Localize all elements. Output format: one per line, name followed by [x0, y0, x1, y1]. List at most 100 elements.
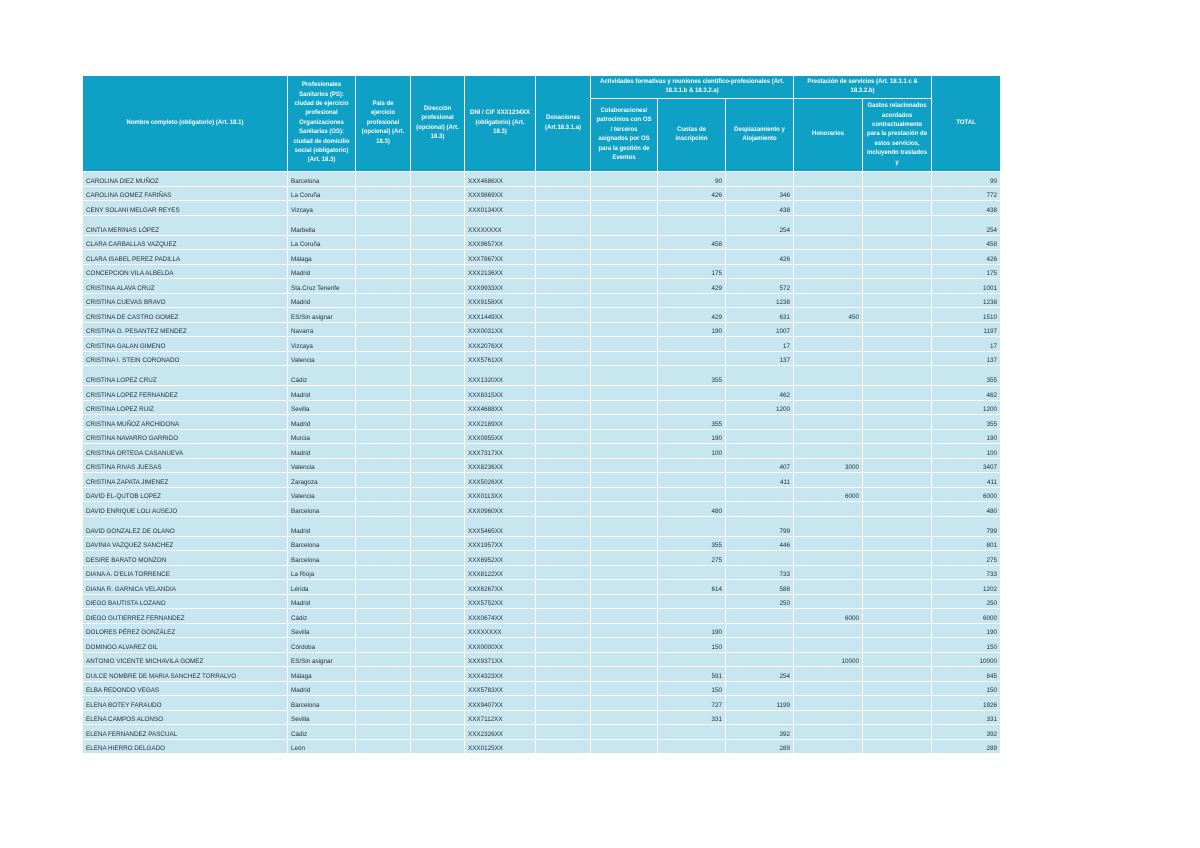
table-cell	[410, 307, 465, 323]
table-cell	[862, 564, 933, 580]
table-cell: Marbella	[287, 214, 356, 236]
table-cell	[862, 501, 933, 517]
table-cell: 462	[724, 385, 795, 401]
table-cell: CLARA CARBALLAS VAZQUEZ	[82, 234, 288, 250]
table-cell	[862, 365, 933, 386]
group-header: Prestación de servicios (Art. 18.3.1.c &…	[793, 74, 933, 100]
table-cell: 355	[657, 535, 726, 551]
table-cell	[535, 486, 591, 502]
table-cell	[535, 535, 591, 551]
table-cell: 480	[931, 501, 1002, 517]
table-cell	[410, 579, 465, 595]
table-cell	[355, 443, 411, 459]
table-cell: XXX5783XX	[464, 680, 536, 696]
table-cell: 392	[724, 724, 795, 740]
table-cell	[535, 515, 591, 537]
table-cell	[355, 680, 411, 696]
table-cell	[862, 593, 933, 609]
table-cell	[355, 457, 411, 473]
table-row: DAVID ENRIQUE LOLI AUSEJO Barcelona XXX096…	[82, 501, 1002, 517]
table-cell	[657, 350, 726, 366]
table-cell	[410, 709, 465, 725]
table-cell: 100	[657, 443, 726, 459]
table-cell	[590, 385, 658, 401]
table-cell	[724, 680, 795, 696]
table-cell	[410, 564, 465, 580]
table-cell	[590, 550, 658, 566]
table-cell: 1001	[931, 278, 1002, 294]
table-cell: 90	[657, 171, 726, 187]
table-cell	[355, 608, 411, 624]
table-cell	[535, 428, 591, 444]
table-cell	[355, 307, 411, 323]
table-cell	[862, 472, 933, 488]
table-cell	[657, 200, 726, 216]
table-cell: CRISTINA DE CASTRO GOMEZ	[82, 307, 288, 323]
table-cell	[862, 608, 933, 624]
column-header: Desplazamiento y Alojamiento	[724, 98, 795, 172]
table-cell	[724, 651, 795, 667]
table-cell	[535, 307, 591, 323]
table-cell: 772	[931, 185, 1002, 201]
table-row: DAVID GONZALEZ DE OLANO Madrid XXX5465XX 79…	[82, 515, 1002, 537]
table-cell	[793, 535, 864, 551]
header-text: Honorarios	[812, 131, 845, 138]
table-cell: ELENA CAMPOS ALONSO	[82, 709, 288, 725]
table-cell: DIANA A. D'ELIA TORRENCE	[82, 564, 288, 580]
table-cell	[355, 501, 411, 517]
table-cell: XXX2136XX	[464, 263, 536, 279]
table-cell	[862, 399, 933, 415]
table-cell: CRISTINA LOPEZ RUIZ	[82, 399, 288, 415]
table-cell	[355, 637, 411, 653]
table-cell: 190	[931, 622, 1002, 638]
table-cell: 1197	[931, 321, 1002, 337]
table-cell: 407	[724, 457, 795, 473]
table-cell: Valencia	[287, 486, 356, 502]
table-cell	[657, 385, 726, 401]
table-cell	[535, 414, 591, 430]
table-cell	[793, 724, 864, 740]
table-cell	[535, 593, 591, 609]
table-cell	[862, 234, 933, 250]
group-header: Actividades formativas y reuniones cient…	[589, 74, 795, 100]
table-cell: 289	[724, 738, 795, 754]
table-cell	[657, 593, 726, 609]
table-cell: 355	[931, 414, 1002, 430]
table-cell: 355	[657, 365, 726, 386]
table-cell	[862, 695, 933, 711]
table-cell	[355, 249, 411, 265]
table-cell: 799	[724, 515, 795, 537]
table-cell	[410, 214, 465, 236]
table-cell: XXX4323XX	[464, 666, 536, 682]
table-cell	[724, 486, 795, 502]
table-cell	[355, 472, 411, 488]
table-cell: 3407	[931, 457, 1002, 473]
table-cell: 3000	[793, 457, 864, 473]
table-cell: CRISTINA GALAN GIMENO	[82, 336, 288, 352]
header-text: Gastos relacionados acordados contractua…	[867, 103, 928, 166]
table-cell: XXX9158XX	[464, 292, 536, 308]
table-cell: 331	[931, 709, 1002, 725]
table-cell: 450	[793, 307, 864, 323]
table-cell: 1926	[931, 695, 1002, 711]
table-cell	[410, 695, 465, 711]
table-row: ELENA FERNANDEZ PASCUAL Cádiz XXX2326XX 392…	[82, 724, 1002, 740]
table-cell: 392	[931, 724, 1002, 740]
table-cell	[355, 365, 411, 386]
table-cell	[535, 651, 591, 667]
table-cell	[355, 321, 411, 337]
table-cell	[793, 443, 864, 459]
table-cell	[657, 214, 726, 236]
table-cell	[535, 263, 591, 279]
table-cell: XXX5465XX	[464, 515, 536, 537]
column-header: Gastos relacionados acordados contractua…	[862, 98, 933, 172]
table-cell	[355, 515, 411, 537]
table-cell: Vizcaya	[287, 200, 356, 216]
table-cell	[355, 350, 411, 366]
table-cell: 426	[724, 249, 795, 265]
table-body: CAROLINA DIEZ MUÑOZ Barcelona XXX4686XX 90 9…	[82, 171, 1002, 754]
table-cell	[590, 651, 658, 667]
table-cell: CRISTINA LOPEZ CRUZ	[82, 365, 288, 386]
table-cell: 150	[657, 637, 726, 653]
table-cell	[410, 249, 465, 265]
